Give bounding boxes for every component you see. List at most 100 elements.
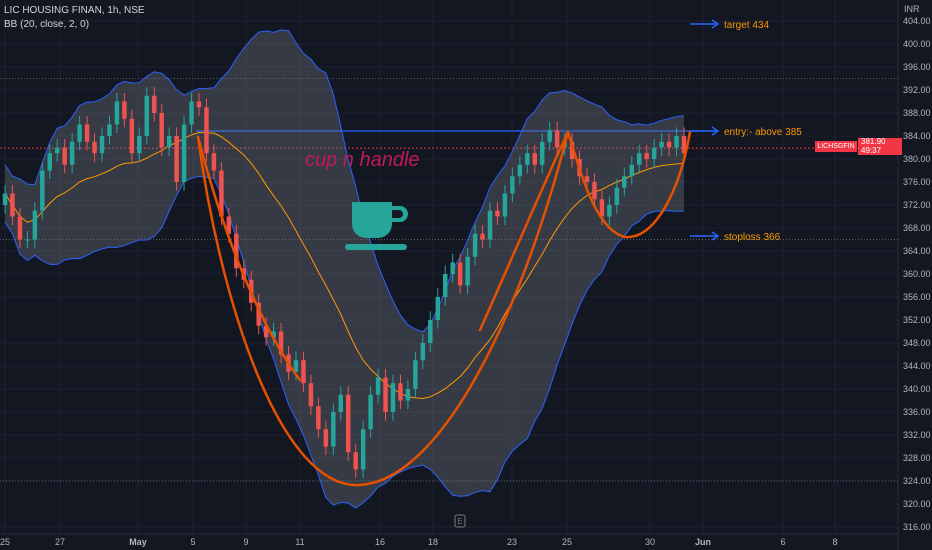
bar-timer: 49:37	[861, 145, 882, 155]
y-tick-label: 344.00	[903, 361, 931, 371]
candle-body	[547, 130, 552, 142]
y-tick-label: 320.00	[903, 499, 931, 509]
x-tick-label: 23	[507, 537, 517, 547]
y-tick-label: 380.00	[903, 154, 931, 164]
candle-body	[2, 193, 8, 205]
candle-body	[592, 182, 597, 200]
x-tick-label: 11	[295, 537, 304, 547]
candle-body	[114, 101, 120, 125]
handle-curve	[566, 130, 692, 239]
candle-body	[659, 141, 664, 148]
y-tick-label: 348.00	[903, 338, 931, 348]
x-tick-label: Jun	[695, 537, 711, 547]
y-tick-label: 340.00	[903, 384, 931, 394]
cup-curve-outer	[196, 130, 570, 487]
candle-body	[181, 124, 187, 182]
candle-body	[510, 176, 515, 194]
candle-body	[495, 210, 500, 217]
candle-body	[442, 274, 448, 297]
candle-body	[368, 394, 373, 430]
candle-body	[554, 130, 560, 148]
last-price: 381.90	[861, 137, 886, 146]
upper-band	[4, 29, 685, 333]
candle-body	[390, 383, 396, 412]
candle-body	[84, 124, 90, 142]
y-tick-label: 316.00	[903, 522, 931, 532]
bollinger-bands	[4, 29, 685, 509]
stoploss-label: stoploss 366	[724, 232, 781, 243]
lower-band	[4, 176, 685, 509]
candle-body	[204, 107, 209, 154]
last-price-tag: 381.90 49:37	[858, 137, 902, 155]
candle-body	[54, 147, 60, 154]
candle-body	[40, 170, 45, 211]
target-label: target 434	[724, 20, 769, 31]
candle-body	[375, 377, 381, 395]
chart-grid	[0, 0, 899, 550]
candle-body	[196, 101, 202, 108]
candle-body	[674, 136, 679, 148]
basis-line	[4, 132, 685, 399]
x-tick-label: 6	[780, 537, 785, 547]
candle-body	[360, 429, 366, 470]
x-tick-label: 25	[562, 537, 572, 547]
x-tick-label: 27	[55, 537, 65, 547]
candle-body	[614, 187, 620, 205]
candle-body	[569, 141, 575, 159]
candle-body	[644, 153, 649, 159]
candle-body	[480, 233, 485, 240]
x-tick-label: 30	[645, 537, 655, 547]
y-tick-label: 364.00	[903, 246, 931, 256]
candle-body	[316, 406, 321, 430]
candle-body	[599, 199, 605, 217]
e-marker-icon[interactable]: E	[454, 514, 466, 528]
arrow-head	[711, 231, 720, 241]
y-tick-label: 356.00	[903, 292, 931, 302]
candle-body	[502, 193, 508, 217]
candle-body	[428, 320, 433, 343]
candle-body	[532, 153, 538, 165]
x-tick-label: 18	[428, 537, 438, 547]
indicator-line: BB (20, close, 2, 0)	[4, 19, 90, 30]
cup-and-handle-curves	[196, 130, 692, 487]
x-tick-label: May	[129, 537, 147, 547]
candle-body	[457, 262, 463, 286]
y-tick-label: 400.00	[903, 39, 931, 49]
coffee-cup-icon	[345, 202, 408, 250]
candle-body	[234, 233, 239, 269]
candle-body	[420, 343, 426, 361]
currency-label: INR	[904, 4, 920, 14]
candle-body	[47, 153, 53, 171]
candle-body	[517, 164, 523, 177]
candle-body	[622, 176, 627, 188]
candle-body	[17, 216, 23, 240]
candle-body	[301, 360, 306, 384]
y-tick-label: 396.00	[903, 62, 931, 72]
candle-body	[278, 331, 284, 355]
symbol-legend[interactable]: LIC HOUSING FINAN, 1h, NSE	[4, 5, 145, 16]
y-axis: 316.00 320.00 324.00 328.00 332.00 336.00 340.…	[903, 16, 931, 532]
y-tick-label: 404.00	[903, 16, 931, 26]
y-tick-label: 368.00	[903, 223, 931, 233]
candle-body	[122, 101, 127, 119]
x-tick-label: 8	[832, 537, 837, 547]
svg-text:E: E	[457, 517, 462, 526]
y-tick-label: 384.00	[903, 131, 931, 141]
candle-body	[107, 124, 112, 136]
level-lines	[0, 78, 898, 482]
candle-body	[69, 141, 75, 165]
y-tick-label: 360.00	[903, 269, 931, 279]
cup-curve-left	[196, 135, 302, 382]
candle-body	[539, 141, 545, 165]
candle-body	[435, 297, 441, 320]
band-fill	[5, 29, 684, 509]
candle-body	[681, 136, 687, 154]
x-tick-label: 9	[243, 537, 248, 547]
candle-body	[129, 118, 135, 154]
indicator-legend[interactable]: BB (20, close, 2, 0)	[4, 19, 89, 30]
candle-body	[323, 429, 329, 447]
arrow-head	[711, 126, 720, 136]
pattern-label: cup n handle	[305, 149, 420, 171]
candle-body	[189, 101, 194, 125]
